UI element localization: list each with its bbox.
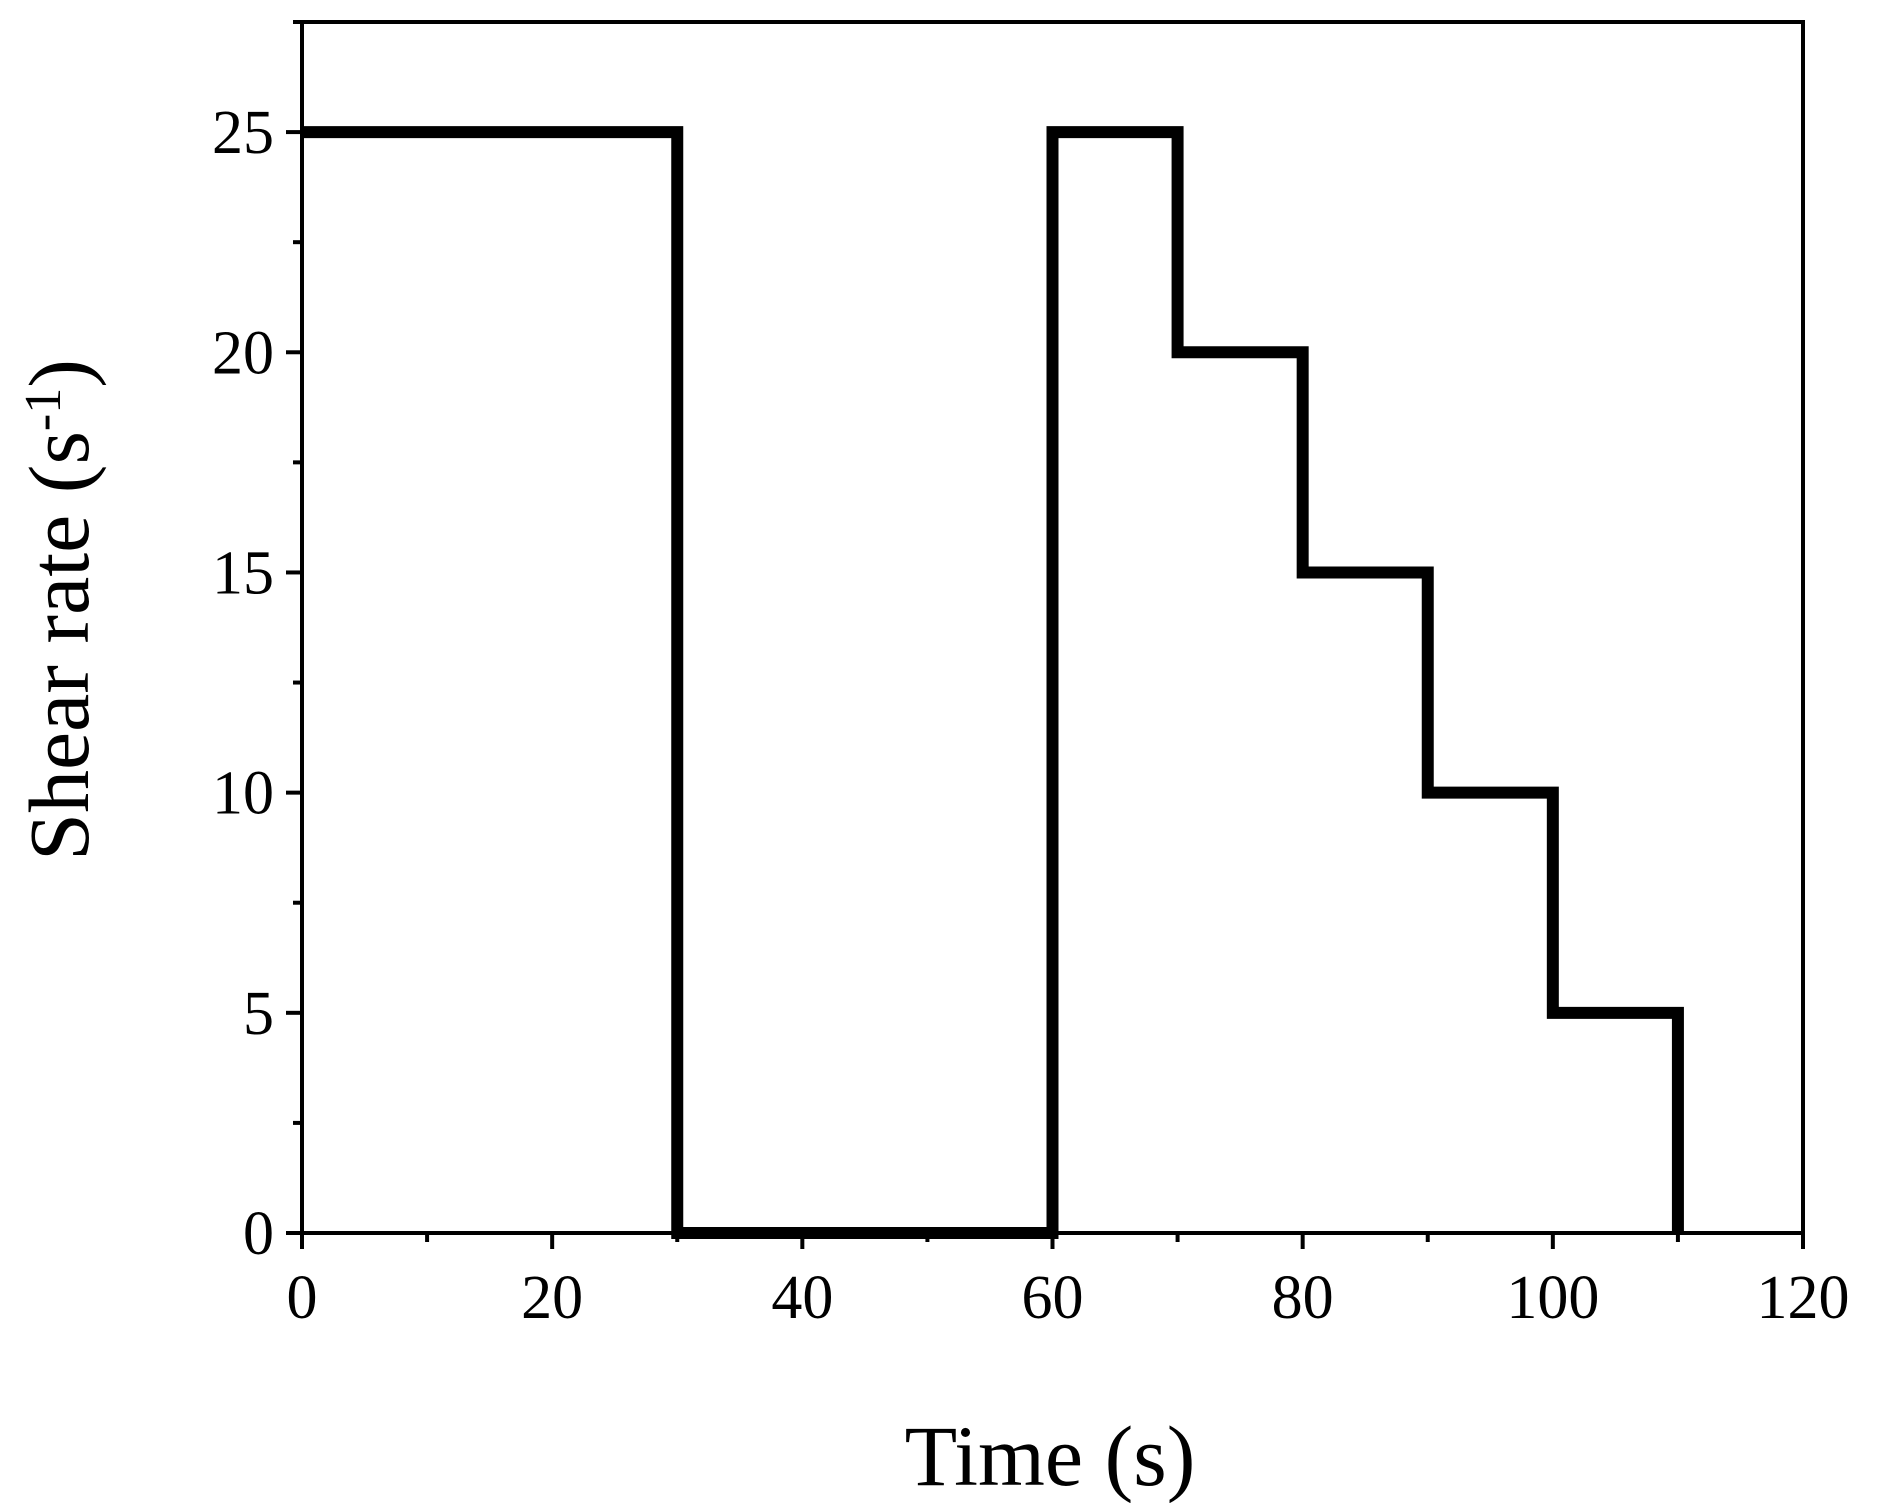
y-tick-label: 20 — [212, 319, 274, 387]
plot-layer — [302, 126, 1684, 1239]
x-axis-title: Time (s) — [905, 1408, 1196, 1503]
x-tick-label: 40 — [771, 1264, 833, 1332]
x-tick-label: 0 — [287, 1264, 318, 1332]
y-axis-title-main: Shear rate (s — [11, 431, 107, 861]
y-tick-label: 15 — [212, 539, 274, 607]
y-tick-label: 0 — [243, 1200, 274, 1268]
axes-layer: 0 20 40 60 80 100 120 0 5 10 15 20 25 — [212, 20, 1850, 1332]
x-tick-label: 100 — [1506, 1264, 1599, 1332]
y-axis-title-close: ) — [11, 359, 107, 388]
y-axis-title-superscript: -1 — [15, 388, 72, 431]
x-tick-label: 80 — [1272, 1264, 1334, 1332]
y-tick-label: 5 — [243, 980, 274, 1048]
x-tick-label: 20 — [521, 1264, 583, 1332]
x-tick-label: 60 — [1022, 1264, 1084, 1332]
y-axis-title: Shear rate (s-1) — [11, 359, 107, 861]
shear-rate-series-line — [302, 126, 1684, 1239]
y-tick-label: 25 — [212, 99, 274, 167]
y-tick-label: 10 — [212, 760, 274, 828]
x-tick-label: 120 — [1757, 1264, 1850, 1332]
